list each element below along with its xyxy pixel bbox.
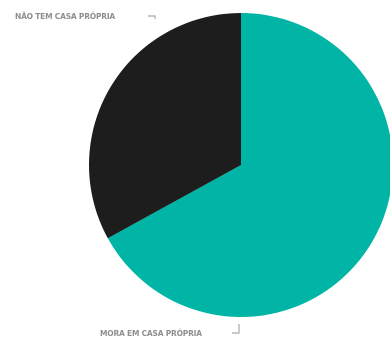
label-nao-tem-casa-propria: NÃO TEM CASA PRÓPRIA (15, 12, 115, 21)
label-mora-em-casa-propria: MORA EM CASA PRÓPRIA (100, 329, 202, 338)
leader-line-mora-em-casa-propria (232, 324, 240, 334)
pie-slice-nao-tem-casa-propria (88, 13, 241, 239)
pie-slice-mora-em-casa-propria (107, 13, 390, 317)
leader-line-nao-tem-casa-propria (148, 15, 156, 19)
pie-slices (88, 13, 390, 317)
